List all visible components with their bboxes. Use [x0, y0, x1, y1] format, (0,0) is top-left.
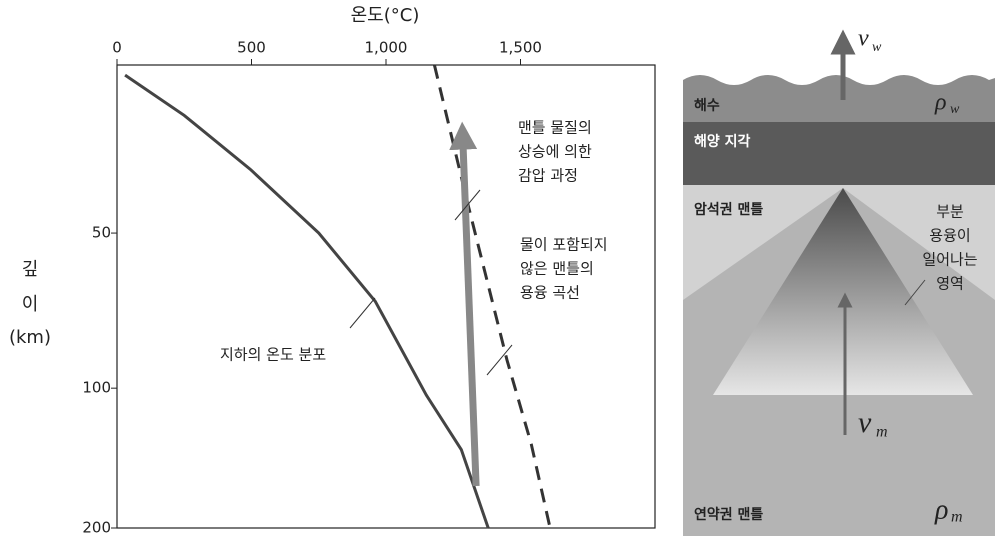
y-axis-title: (km): [9, 327, 51, 348]
x-tick-label: 500: [237, 39, 266, 57]
x-tick-label: 1,500: [499, 39, 542, 57]
diagram: 해수 해양 지각 암석권 맨틀 연약권 맨틀 부분 용융이 일어나는 영역 v …: [683, 26, 995, 536]
label: 해양 지각: [694, 133, 751, 150]
symbol: ρ: [934, 90, 947, 116]
series-line: [124, 73, 490, 529]
label: 연약권 맨틀: [694, 506, 763, 523]
annotation: 물이 포함되지: [520, 236, 608, 254]
series-line: [432, 64, 552, 529]
annotation: 용융 곡선: [520, 284, 580, 302]
lithosphere: [683, 185, 995, 300]
y-tick-label: 200: [82, 519, 111, 536]
symbol: m: [876, 424, 888, 441]
y-axis-title: 깊: [22, 259, 39, 280]
x-axis-title: 온도(°C): [351, 5, 420, 26]
label: 용융이: [929, 227, 970, 245]
crust: [683, 122, 995, 185]
symbol: v: [858, 406, 872, 439]
symbol: w: [950, 102, 960, 117]
symbol: m: [951, 509, 963, 526]
leader: [904, 279, 926, 306]
label: 해수: [694, 98, 720, 114]
leader: [454, 189, 481, 221]
annotation: 상승에 의한: [518, 143, 592, 161]
leader: [349, 297, 376, 329]
annotation: 않은 맨틀의: [520, 260, 594, 278]
leader: [486, 344, 513, 376]
symbol: v: [858, 26, 869, 52]
annotation: 맨틀 물질의: [518, 119, 592, 137]
series-line: [449, 121, 480, 487]
symbol: w: [872, 40, 882, 55]
melt-zone: [713, 188, 973, 395]
label: 일어나는: [922, 251, 977, 269]
y-tick-label: 100: [82, 379, 111, 397]
x-tick-label: 0: [112, 39, 122, 57]
label: 암석권 맨틀: [694, 201, 763, 218]
annotation: 지하의 온도 분포: [220, 346, 326, 364]
label: 영역: [936, 275, 964, 293]
y-tick-label: 50: [92, 224, 111, 242]
label: 부분: [936, 203, 964, 221]
y-axis-title: 이: [22, 294, 39, 315]
chart: 온도(°C) 깊 이 (km) 0 500 1,000 1,500 50 100 200 지하…: [9, 5, 656, 536]
symbol: ρ: [934, 494, 948, 525]
sea: [683, 75, 995, 122]
x-tick-label: 1,000: [365, 39, 408, 57]
annotation: 감압 과정: [518, 167, 578, 185]
